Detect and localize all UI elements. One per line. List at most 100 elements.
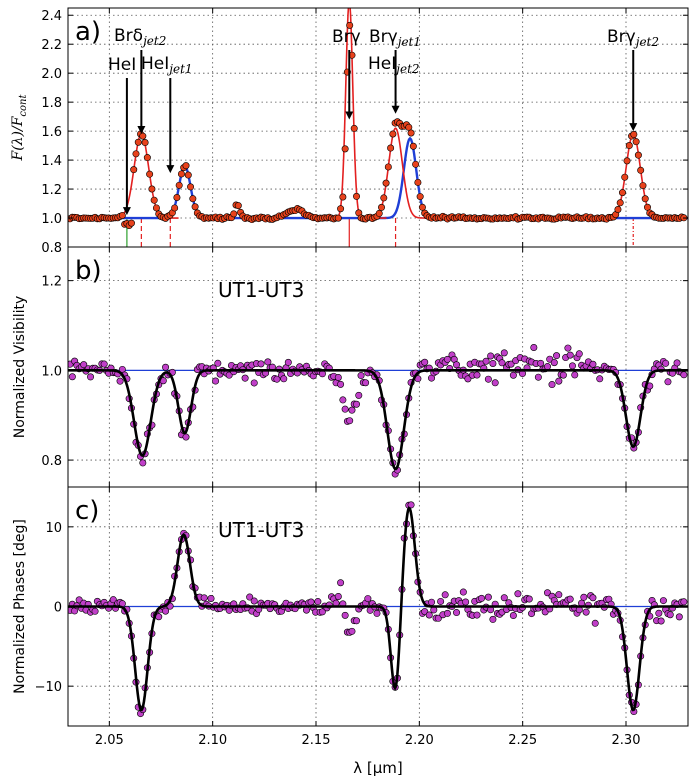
data-point	[428, 598, 436, 606]
data-point	[87, 373, 95, 381]
data-point	[614, 205, 622, 213]
annotation-label: Brγjet2	[607, 27, 659, 49]
data-point	[214, 359, 222, 367]
annotation-brgamma-jet2: Brγjet2	[607, 27, 659, 132]
annotation-arrowhead	[345, 111, 354, 120]
data-point	[341, 145, 349, 153]
data-point	[443, 609, 451, 617]
annotation-arrowhead	[391, 105, 400, 114]
data-point	[362, 379, 370, 387]
data-point	[680, 371, 688, 379]
data-point	[141, 139, 149, 147]
data-point	[484, 593, 492, 601]
data-point	[80, 361, 88, 369]
data-point	[337, 579, 345, 587]
data-point	[421, 358, 429, 366]
data-point	[314, 598, 322, 606]
data-point	[337, 205, 345, 213]
data-point	[389, 130, 397, 138]
data-point	[241, 374, 249, 382]
data-point	[162, 363, 170, 371]
data-point	[334, 214, 342, 222]
data-point	[625, 142, 633, 150]
data-point	[543, 363, 551, 371]
series-fit-blue	[68, 136, 688, 220]
data-point	[387, 144, 395, 152]
grid	[68, 487, 688, 726]
data-point	[525, 595, 533, 603]
series-model	[68, 506, 688, 712]
data-point	[346, 417, 354, 425]
y-axis-label: F(λ)/Fcont	[10, 94, 29, 162]
data-point	[487, 352, 495, 360]
data-point	[364, 595, 372, 603]
annotation-label: HeI	[108, 55, 136, 75]
data-point	[189, 195, 197, 203]
data-point	[284, 358, 292, 366]
data-point	[437, 597, 445, 605]
x-tick-label: 2.10	[198, 733, 227, 748]
data-point	[443, 355, 451, 363]
data-point	[353, 617, 361, 625]
data-point	[139, 459, 147, 467]
y-tick-label: 1.8	[41, 96, 62, 111]
data-point	[509, 612, 517, 620]
data-point	[337, 380, 345, 388]
data-point	[348, 627, 356, 635]
data-point	[339, 396, 347, 404]
annotation-label: Brγjet1	[369, 27, 421, 49]
data-point	[414, 178, 422, 186]
data-point	[550, 359, 558, 367]
series-model	[68, 369, 688, 471]
data-point	[564, 344, 572, 352]
data-point	[346, 21, 354, 29]
data-point	[473, 611, 481, 619]
data-point	[257, 360, 265, 368]
data-point	[100, 360, 108, 368]
data-point	[673, 359, 681, 367]
y-tick-label: 1.4	[41, 154, 62, 169]
data-point	[175, 181, 183, 189]
data-point	[187, 183, 195, 191]
data-point	[353, 400, 361, 408]
data-point	[384, 163, 392, 171]
annotation-arrowhead	[122, 207, 131, 216]
data-point	[182, 162, 190, 170]
panel-label: c)	[75, 496, 99, 526]
data-point	[675, 613, 683, 621]
data-point	[478, 594, 486, 602]
data-point	[380, 194, 388, 202]
data-point	[425, 611, 433, 619]
data-point	[559, 371, 567, 379]
data-point	[482, 357, 490, 365]
data-point	[353, 192, 361, 200]
data-point	[568, 362, 576, 370]
data-point	[341, 611, 349, 619]
series-fit-red	[596, 133, 671, 219]
y-tick-label: −10	[35, 680, 62, 695]
data-point	[355, 391, 363, 399]
x-axis-label: λ [μm]	[353, 759, 403, 777]
data-point	[116, 377, 124, 385]
panel-a: 0.8 1.0 1.2 1.4 1.6 1.8 2.0 2.2 2.4 a) HeI Brδjet2 H…	[10, 7, 689, 256]
data-point	[441, 591, 449, 599]
data-point	[146, 170, 154, 178]
plot-area	[68, 8, 688, 247]
data-point	[434, 614, 442, 622]
data-point	[666, 611, 674, 619]
data-point	[127, 219, 135, 227]
data-point	[657, 617, 665, 625]
annotation-arrowhead	[137, 126, 146, 135]
data-point	[473, 371, 481, 379]
y-tick-label: 1.0	[41, 364, 62, 379]
panel-label: a)	[75, 17, 101, 47]
data-point	[464, 375, 472, 383]
y-tick-label: 2.2	[41, 38, 62, 53]
data-point	[173, 193, 181, 201]
data-point	[162, 607, 170, 615]
data-point	[177, 170, 185, 178]
data-point	[489, 359, 497, 367]
data-point	[339, 193, 347, 201]
x-tick-label: 2.30	[612, 733, 641, 748]
